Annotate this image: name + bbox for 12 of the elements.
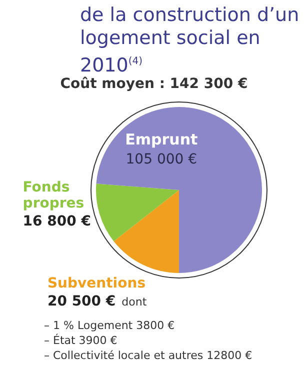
chart-title: de la construction d’un logement social en 2010$^{(4)}$: [80, 4, 300, 76]
text: dont: [122, 295, 148, 308]
chart-subtitle: Coût moyen : 142 300 €: [59, 76, 249, 92]
data-label: 105 000 €: [126, 152, 198, 168]
data-label: 20 500 €: [47, 293, 116, 310]
data-label: 16 800 €: [22, 214, 91, 230]
text: – Collectivité locale et autres 12800 €: [44, 348, 252, 363]
text: – 1 % Logement 3800 €: [44, 318, 176, 333]
slice-label: Fonds propres: [22, 180, 84, 212]
slice-label: Emprunt: [125, 130, 198, 149]
text: – État 3900 €: [44, 333, 118, 348]
slice-label: Subventions: [47, 275, 146, 292]
